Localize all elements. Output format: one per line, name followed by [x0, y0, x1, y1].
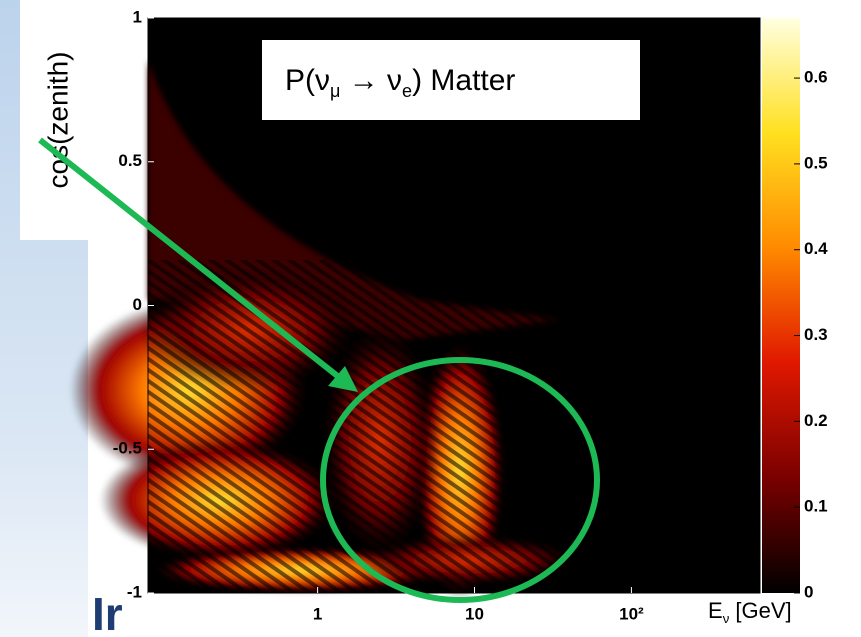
- y-tick-label: -0.5: [113, 439, 142, 458]
- title-box: [262, 40, 640, 120]
- y-tick-label: 1: [133, 7, 142, 26]
- y-tick-label: 0: [133, 295, 142, 314]
- y-label-box: [20, 0, 96, 240]
- colorbar-tick-label: 0.1: [804, 497, 828, 516]
- text-part: → ν: [340, 64, 402, 97]
- colorbar: [762, 18, 800, 593]
- heatmap: [70, 18, 760, 600]
- annotation-arrowhead: [328, 366, 358, 392]
- colorbar-tick-label: 0.4: [804, 239, 828, 258]
- background-slide-text: Ir: [92, 588, 123, 637]
- colorbar-tick-label: 0.3: [804, 325, 828, 344]
- oscillation-fringes: [148, 260, 568, 593]
- annotation-circle: [320, 357, 600, 603]
- text-part: ) Matter: [412, 64, 515, 97]
- x-tick-label: 10: [465, 604, 484, 623]
- colorbar-tick-label: 0.6: [804, 68, 828, 87]
- y-tick-label: -1: [127, 582, 142, 601]
- y-tick-label: 0.5: [118, 151, 142, 170]
- text-part: P(ν: [285, 64, 330, 97]
- subscript: ν: [723, 611, 730, 626]
- y-axis-label: cos(zenith): [42, 52, 73, 189]
- text-part: [GeV]: [729, 598, 791, 623]
- text-part: E: [708, 598, 723, 623]
- colorbar-tick-label: 0: [804, 582, 813, 601]
- colorbar-tick-label: 0.2: [804, 411, 828, 430]
- subscript: μ: [330, 81, 340, 101]
- annotation-arrow: [38, 137, 342, 381]
- x-tick-label: 1: [313, 604, 322, 623]
- colorbar-tick-label: 0.5: [804, 153, 828, 172]
- chart-title: P(νμ → νe) Matter: [285, 64, 515, 101]
- subscript: e: [402, 81, 412, 101]
- x-axis-label: Eν [GeV]: [708, 598, 792, 626]
- x-tick-label: 10²: [619, 604, 644, 623]
